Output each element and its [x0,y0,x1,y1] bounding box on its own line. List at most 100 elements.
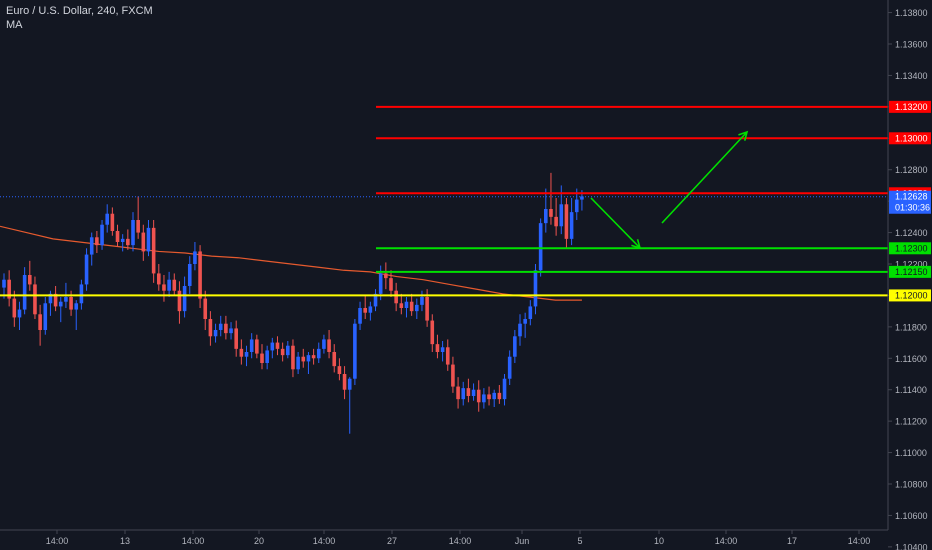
candle-body[interactable] [337,366,342,374]
candle-body[interactable] [12,298,17,318]
candle-body[interactable] [404,301,409,308]
candle-body[interactable] [22,275,27,310]
candle-body[interactable] [17,309,22,318]
candle-body[interactable] [193,251,197,264]
indicator-label[interactable]: MA [6,19,23,31]
candle-body[interactable] [203,298,208,319]
candle-body[interactable] [399,303,404,308]
candle-body[interactable] [120,238,125,242]
candle-body[interactable] [538,223,543,271]
candle-body[interactable] [440,347,445,352]
candle-body[interactable] [487,394,491,400]
candle-body[interactable] [502,378,507,400]
price-axis[interactable]: 1.13800 1.13600 1.13400 1.13200 1.13000 1.128… [887,0,932,550]
candle-body[interactable] [466,388,471,396]
candle-body[interactable] [172,279,177,291]
candle-body[interactable] [513,336,517,357]
candle-body[interactable] [187,264,192,286]
level-resistance-tag[interactable] [889,132,931,145]
level-support-tag[interactable] [889,242,931,255]
candle-body[interactable] [224,323,228,334]
candle-body[interactable] [280,348,285,356]
candle-body[interactable] [249,339,254,352]
candle-body[interactable] [105,213,109,225]
candle-body[interactable] [409,301,414,312]
candle-body[interactable] [58,301,63,307]
candle-body[interactable] [327,339,331,352]
candle-body[interactable] [358,308,362,324]
candle-body[interactable] [559,204,564,227]
candle-body[interactable] [471,389,476,396]
candle-body[interactable] [89,237,94,255]
candle-body[interactable] [507,356,512,379]
candle-body[interactable] [244,352,249,357]
candle-body[interactable] [461,388,466,400]
candle-body[interactable] [33,284,37,315]
time-axis[interactable]: 14:00 13 14:00 20 14:00 27 14:00 Jun 5 10 14:00 17 1… [0,529,888,550]
level-key-tag[interactable] [889,289,931,302]
candle-body[interactable] [275,342,280,349]
candle-body[interactable] [574,199,579,213]
candle-body[interactable] [239,348,244,357]
candle-body[interactable] [554,216,558,227]
candle-body[interactable] [301,356,306,362]
candle-body[interactable] [69,297,73,310]
candle-body[interactable] [456,386,460,400]
candle-body[interactable] [162,284,166,291]
candle-body[interactable] [430,320,435,345]
candle-body[interactable] [363,308,367,313]
candle-body[interactable] [151,227,156,274]
symbol-title[interactable]: Euro / U.S. Dollar, 240, FXCM [6,5,153,17]
candle-body[interactable] [332,352,337,367]
candle-body[interactable] [569,212,574,239]
candle-body[interactable] [84,254,89,285]
candle-body[interactable] [528,306,533,319]
candle-body[interactable] [492,392,496,400]
level-resistance-tag[interactable] [889,100,931,113]
candle-body[interactable] [234,328,238,349]
candle-body[interactable] [136,220,140,233]
candle-body[interactable] [291,345,295,370]
candle-body[interactable] [476,389,481,403]
candle-body[interactable] [435,344,440,352]
candle-body[interactable] [265,350,269,363]
candle-body[interactable] [523,319,527,324]
candle-body[interactable] [218,323,223,330]
candle-body[interactable] [316,348,321,359]
candle-body[interactable] [126,238,130,246]
candle-body[interactable] [157,273,161,285]
candle-body[interactable] [74,303,79,310]
candle-body[interactable] [38,314,42,330]
candle-body[interactable] [167,279,171,291]
candle-body[interactable] [322,339,326,349]
candle-body[interactable] [564,204,569,239]
candle-body[interactable] [394,290,398,304]
candle-body[interactable] [296,356,300,370]
candle-body[interactable] [255,339,259,354]
candle-body[interactable] [2,279,6,288]
candle-body[interactable] [544,209,548,224]
current-price-tag[interactable] [889,190,931,214]
candle-body[interactable] [420,297,424,305]
candle-body[interactable] [518,323,522,337]
candle-body[interactable] [208,319,213,337]
candle-body[interactable] [549,209,553,217]
candle-body[interactable] [100,224,104,246]
candle-body[interactable] [415,304,419,312]
candle-body[interactable] [533,270,538,307]
candle-body[interactable] [198,251,202,299]
candle-body[interactable] [306,355,311,362]
candle-body[interactable] [445,347,450,365]
candle-body[interactable] [384,273,388,279]
candle-body[interactable] [342,374,347,390]
candle-body[interactable] [177,290,182,312]
candle-body[interactable] [286,345,290,356]
candle-body[interactable] [213,330,218,337]
candle-body[interactable] [28,275,32,285]
candle-body[interactable] [425,297,429,321]
candle-body[interactable] [451,364,455,387]
candle-body[interactable] [389,278,393,291]
candle-body[interactable] [353,323,357,379]
